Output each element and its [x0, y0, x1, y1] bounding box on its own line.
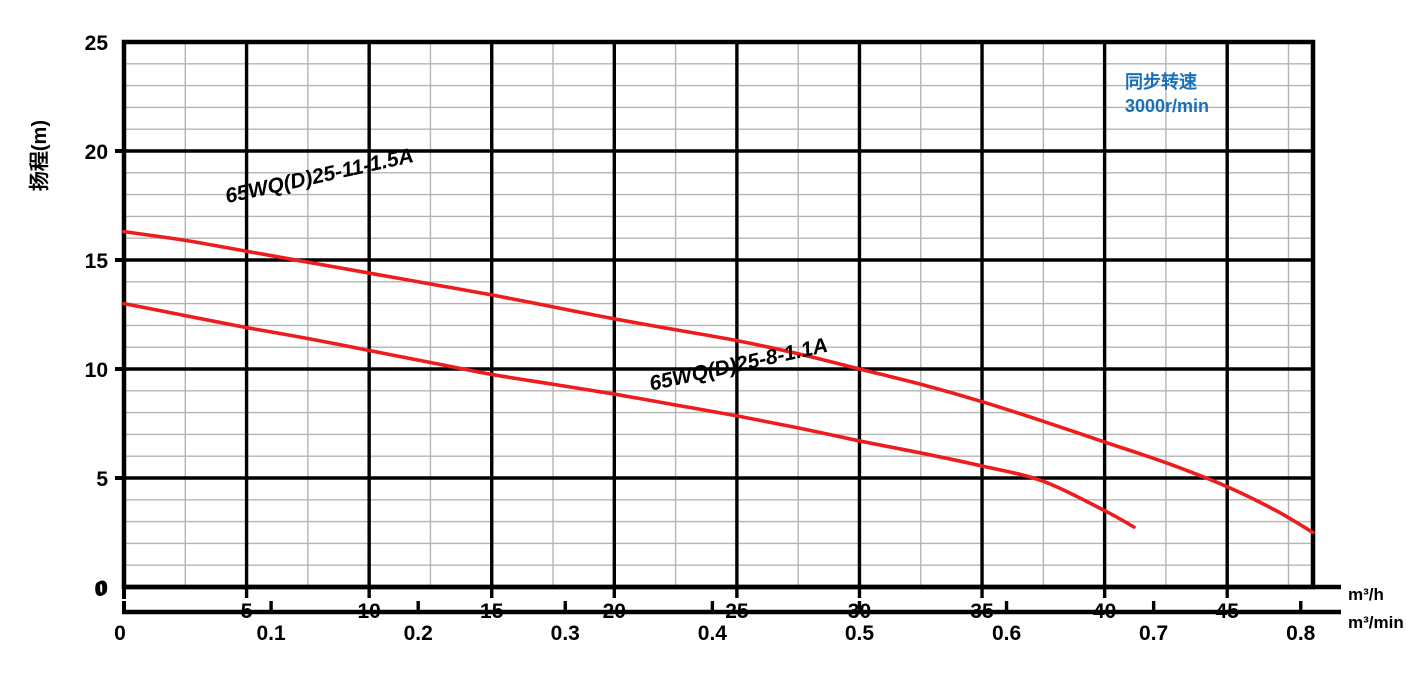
- y-axis-tick-label: 0: [96, 577, 108, 600]
- x-axis-primary-tick-label: 0: [94, 578, 106, 601]
- x-axis-secondary-tick-label: 0.3: [551, 622, 580, 645]
- curve-65wq(d)25-11-1.5a: [122, 229, 1315, 535]
- sync-speed-annotation-line2: 3000r/min: [1125, 96, 1209, 116]
- x-axis-secondary-tick-label: 0.8: [1286, 622, 1316, 645]
- y-axis-title: 扬程(m): [28, 120, 51, 191]
- plot-area-border: [121, 39, 1316, 590]
- curve-65wq(d)25-8-1.1a: [122, 301, 1136, 529]
- curve-label-1: 65WQ(D)25-11-1.5A: [223, 144, 416, 208]
- sync-speed-annotation-line1: 同步转速: [1125, 71, 1197, 92]
- major-gridlines: [124, 42, 1313, 587]
- x-axis-secondary: 0 0.1 0.2 0.3 0.4 0.5 0.6 0.7 0.8: [114, 601, 1341, 645]
- y-axis-tick-label: 5: [96, 468, 108, 491]
- x-axis-secondary-tick-label: 0.1: [256, 622, 286, 645]
- y-axis-ticks: 0 5 10 15 20 25: [85, 32, 124, 600]
- x-axis-secondary-tick-label: 0.4: [698, 622, 728, 645]
- curves: [122, 229, 1315, 535]
- x-axis-primary: 051015202530354045: [94, 578, 1341, 623]
- x-axis-secondary-tick-label: 0.7: [1139, 622, 1168, 645]
- minor-gridlines: [124, 42, 1313, 587]
- y-axis-tick-label: 15: [85, 250, 109, 273]
- plot-border: [121, 39, 1316, 590]
- x-axis-secondary-tick-label: 0: [114, 622, 126, 645]
- x-axis-secondary-tick-label: 0.5: [845, 622, 875, 645]
- x-axis-secondary-unit: m³/min: [1348, 613, 1404, 632]
- y-axis-tick-label: 25: [85, 32, 109, 55]
- x-axis-secondary-tick-label: 0.6: [992, 622, 1021, 645]
- x-axis-secondary-tick-label: 0.2: [404, 622, 433, 645]
- x-axis-primary-unit: m³/h: [1348, 585, 1384, 604]
- y-axis-tick-label: 20: [85, 141, 108, 164]
- y-axis-tick-label: 10: [85, 359, 108, 382]
